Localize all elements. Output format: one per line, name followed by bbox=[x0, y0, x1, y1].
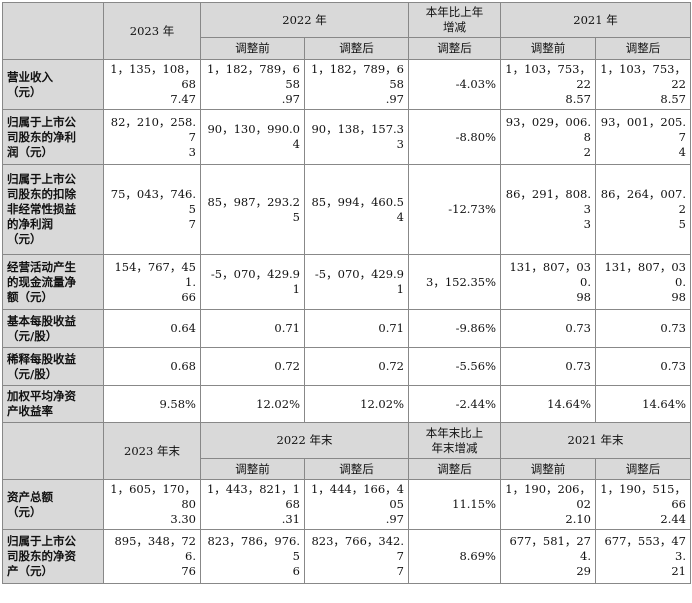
value-cell: 1，103，753，22 8.57 bbox=[500, 59, 596, 110]
row-label: 加权平均净资 产收益率 bbox=[2, 385, 104, 423]
value-cell: 85，987，293.25 bbox=[200, 164, 305, 255]
row-label: 基本每股收益 （元/股） bbox=[2, 309, 104, 348]
value-cell: 93，001，205.7 4 bbox=[595, 109, 691, 165]
value-cell: 12.02% bbox=[200, 385, 305, 423]
value-cell: 9.58% bbox=[103, 385, 201, 423]
value-cell: 0.71 bbox=[304, 309, 409, 348]
value-cell: 85，994，460.54 bbox=[304, 164, 409, 255]
row-label: 归属于上市公 司股东的扣除 非经常性损益 的净利润 （元） bbox=[2, 164, 104, 255]
financial-table: 2023 年 2022 年 本年比上年 增减 2021 年 调整前 调整后 调整… bbox=[2, 2, 691, 584]
value-cell: 823，766，342.7 7 bbox=[304, 529, 409, 584]
table-row: 资产总额 （元） 1，605，170，80 3.30 1，443，821，168… bbox=[2, 479, 691, 530]
table-row: 营业收入 （元） 1，135，108，68 7.47 1，182，789，658… bbox=[2, 59, 691, 110]
table-row: 归属于上市公 司股东的净资 产（元） 895，348，726. 76 823，7… bbox=[2, 529, 691, 584]
subheader-cell: 调整前 bbox=[200, 37, 305, 60]
subheader-cell: 调整前 bbox=[500, 458, 596, 480]
header-2021: 2021 年 bbox=[500, 2, 691, 38]
header-row: 2023 年末 2022 年末 本年末比上 年末增减 2021 年末 bbox=[2, 422, 691, 480]
header-change-end: 本年末比上 年末增减 bbox=[408, 422, 501, 459]
value-cell: 154，767，451. 66 bbox=[103, 254, 201, 310]
value-cell: 14.64% bbox=[595, 385, 691, 423]
corner-cell bbox=[2, 422, 104, 480]
value-cell: 0.71 bbox=[200, 309, 305, 348]
value-cell: 677，581，274. 29 bbox=[500, 529, 596, 584]
value-cell: 0.73 bbox=[500, 309, 596, 348]
value-cell: -5，070，429.91 bbox=[200, 254, 305, 310]
table-row: 加权平均净资 产收益率 9.58% 12.02% 12.02% -2.44% 1… bbox=[2, 385, 691, 423]
value-cell: 3，152.35% bbox=[408, 254, 501, 310]
value-cell: 677，553，473. 21 bbox=[595, 529, 691, 584]
subheader-cell: 调整后 bbox=[304, 458, 409, 480]
value-cell: 11.15% bbox=[408, 479, 501, 530]
value-cell: 8.69% bbox=[408, 529, 501, 584]
header-row: 2023 年 2022 年 本年比上年 增减 2021 年 bbox=[2, 2, 691, 60]
value-cell: 1，182，789，658 .97 bbox=[304, 59, 409, 110]
table-row: 归属于上市公 司股东的扣除 非经常性损益 的净利润 （元） 75，043，746… bbox=[2, 164, 691, 255]
header-2023-end: 2023 年末 bbox=[103, 422, 201, 480]
subheader-cell: 调整后 bbox=[595, 37, 691, 60]
value-cell: 86，264，007.2 5 bbox=[595, 164, 691, 255]
table-row: 归属于上市公 司股东的净利 润（元） 82，210，258.7 3 90，130… bbox=[2, 109, 691, 165]
table-row: 经营活动产生 的现金流量净 额（元） 154，767，451. 66 -5，07… bbox=[2, 254, 691, 310]
value-cell: 1，605，170，80 3.30 bbox=[103, 479, 201, 530]
value-cell: 0.68 bbox=[103, 347, 201, 386]
value-cell: 1，135，108，68 7.47 bbox=[103, 59, 201, 110]
value-cell: 823，786，976.5 6 bbox=[200, 529, 305, 584]
value-cell: -9.86% bbox=[408, 309, 501, 348]
table-row: 稀释每股收益 （元/股） 0.68 0.72 0.72 -5.56% 0.73 … bbox=[2, 347, 691, 386]
value-cell: 1，190，515，66 2.44 bbox=[595, 479, 691, 530]
header-2022-end: 2022 年末 bbox=[200, 422, 409, 459]
value-cell: 0.73 bbox=[595, 347, 691, 386]
value-cell: 82，210，258.7 3 bbox=[103, 109, 201, 165]
value-cell: 1，182，789，658 .97 bbox=[200, 59, 305, 110]
table-row: 基本每股收益 （元/股） 0.64 0.71 0.71 -9.86% 0.73 … bbox=[2, 309, 691, 348]
corner-cell bbox=[2, 2, 104, 60]
subheader-cell: 调整后 bbox=[408, 458, 501, 480]
value-cell: 0.64 bbox=[103, 309, 201, 348]
value-cell: 90，138，157.33 bbox=[304, 109, 409, 165]
row-label: 归属于上市公 司股东的净资 产（元） bbox=[2, 529, 104, 584]
value-cell: 14.64% bbox=[500, 385, 596, 423]
value-cell: 90，130，990.04 bbox=[200, 109, 305, 165]
value-cell: 1，444，166，405 .97 bbox=[304, 479, 409, 530]
header-2023: 2023 年 bbox=[103, 2, 201, 60]
value-cell: -5.56% bbox=[408, 347, 501, 386]
value-cell: 0.73 bbox=[500, 347, 596, 386]
subheader-cell: 调整后 bbox=[408, 37, 501, 60]
value-cell: -4.03% bbox=[408, 59, 501, 110]
value-cell: 93，029，006.8 2 bbox=[500, 109, 596, 165]
value-cell: 1，103，753，22 8.57 bbox=[595, 59, 691, 110]
header-2021-end: 2021 年末 bbox=[500, 422, 691, 459]
value-cell: 12.02% bbox=[304, 385, 409, 423]
value-cell: 86，291，808.3 3 bbox=[500, 164, 596, 255]
header-change: 本年比上年 增减 bbox=[408, 2, 501, 38]
value-cell: 0.72 bbox=[304, 347, 409, 386]
header-2022: 2022 年 bbox=[200, 2, 409, 38]
value-cell: 0.73 bbox=[595, 309, 691, 348]
value-cell: 75，043，746.5 7 bbox=[103, 164, 201, 255]
row-label: 资产总额 （元） bbox=[2, 479, 104, 530]
subheader-cell: 调整后 bbox=[304, 37, 409, 60]
row-label: 稀释每股收益 （元/股） bbox=[2, 347, 104, 386]
value-cell: -5，070，429.91 bbox=[304, 254, 409, 310]
value-cell: 0.72 bbox=[200, 347, 305, 386]
value-cell: -8.80% bbox=[408, 109, 501, 165]
subheader-row: 调整前 调整后 调整后 调整前 调整后 bbox=[3, 37, 691, 60]
value-cell: -12.73% bbox=[408, 164, 501, 255]
value-cell: 1，443，821，168 .31 bbox=[200, 479, 305, 530]
value-cell: 131，807，030. 98 bbox=[500, 254, 596, 310]
row-label: 经营活动产生 的现金流量净 额（元） bbox=[2, 254, 104, 310]
subheader-cell: 调整前 bbox=[200, 458, 305, 480]
row-label: 营业收入 （元） bbox=[2, 59, 104, 110]
subheader-cell: 调整后 bbox=[595, 458, 691, 480]
value-cell: 895，348，726. 76 bbox=[103, 529, 201, 584]
subheader-cell: 调整前 bbox=[500, 37, 596, 60]
row-label: 归属于上市公 司股东的净利 润（元） bbox=[2, 109, 104, 165]
value-cell: 1，190，206，02 2.10 bbox=[500, 479, 596, 530]
value-cell: 131，807，030. 98 bbox=[595, 254, 691, 310]
value-cell: -2.44% bbox=[408, 385, 501, 423]
